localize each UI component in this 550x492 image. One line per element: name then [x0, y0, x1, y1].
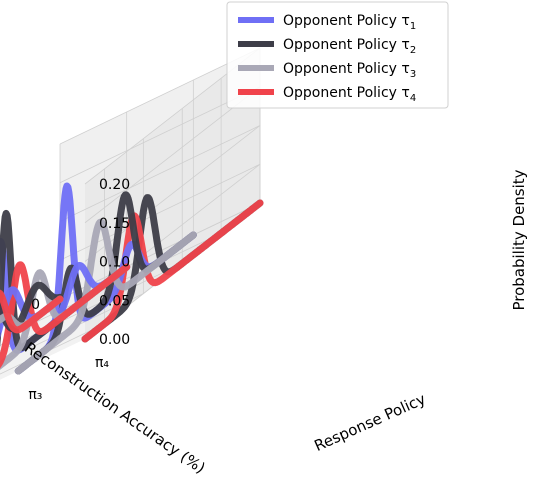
tick-labels: 020406080π₁π₂π₃π₄0.000.050.100.150.20 [0, 177, 130, 403]
y-tick-label: π₃ [28, 387, 42, 403]
legend-box [226, 1, 449, 109]
legend-entry: Opponent Policy τ4 [283, 85, 416, 104]
grid-back-z [84, 86, 261, 224]
series-4-curve-response-2 [0, 261, 131, 369]
z-tick-label: 0.05 [99, 293, 130, 309]
y-tick-label: π₄ [95, 355, 109, 371]
z-axis-label: Probability Density [510, 169, 528, 310]
series-3-curve-response-3 [14, 218, 197, 375]
z-tick-label: 0.15 [99, 216, 130, 232]
legend: Opponent Policy τ1 Opponent Policy τ2 Oppo… [226, 1, 449, 109]
series-4-curve-response-1 [0, 289, 64, 334]
y-axis-label: Response Policy [312, 390, 429, 455]
series-2-curve-response-1 [0, 281, 64, 333]
grid-floor-x [0, 293, 144, 363]
legend-entry: Opponent Policy τ1 [283, 13, 416, 32]
density-curves [0, 182, 264, 375]
grid-left-z [59, 125, 261, 222]
z-tick-label: 0.20 [99, 177, 130, 193]
x-axis-label: Reconstruction Accuracy (%) [21, 339, 208, 478]
legend-entry: Opponent Policy τ2 [283, 37, 416, 56]
z-tick-label: 0.10 [99, 255, 130, 271]
z-tick-label: 0.00 [99, 332, 130, 348]
series-4-curve-response-4 [81, 199, 264, 343]
x-tick-label: 0 [31, 297, 40, 313]
x-tick-label: 20 [0, 327, 1, 343]
grid-floor-x [0, 323, 105, 375]
legend-entry: Opponent Policy τ3 [283, 61, 416, 80]
